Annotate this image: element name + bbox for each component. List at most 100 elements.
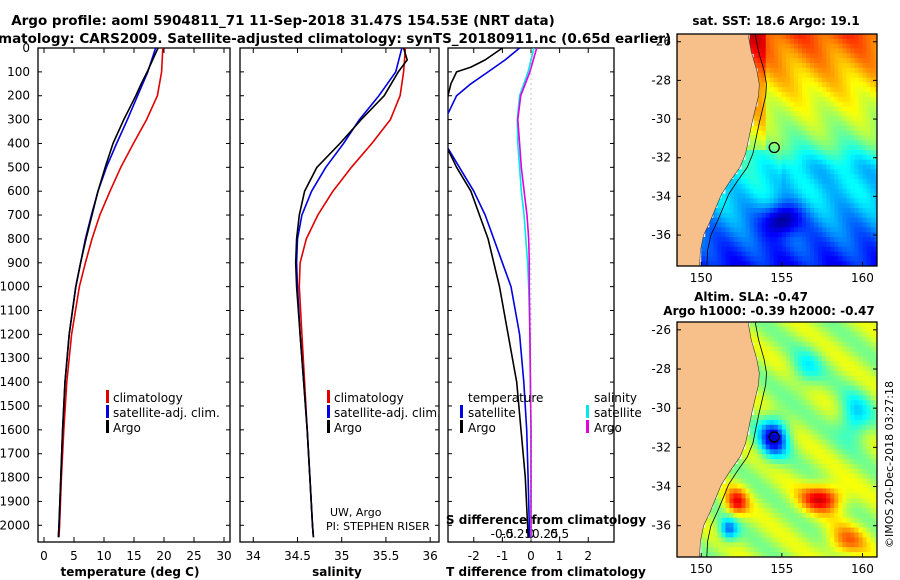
map-cell — [846, 154, 852, 161]
map-cell — [838, 164, 843, 170]
map-cell — [725, 508, 731, 514]
map-cell — [789, 488, 795, 494]
map-cell — [798, 385, 803, 392]
map-cell — [789, 464, 795, 470]
map-cell — [858, 145, 864, 151]
map-cell — [818, 121, 823, 127]
map-cell — [798, 87, 803, 93]
map-cell — [866, 53, 872, 59]
map-cell — [870, 390, 876, 396]
map-cell — [826, 246, 831, 253]
map-cell — [729, 483, 735, 490]
map-cell — [793, 356, 799, 362]
map-cell — [810, 498, 815, 504]
map-cell — [765, 227, 771, 233]
diff-line-temperature-satellite — [448, 48, 531, 538]
map-cell — [858, 150, 864, 156]
map-cell — [717, 251, 722, 257]
map-cell — [826, 336, 831, 343]
map-cell — [830, 92, 835, 98]
map-cell — [761, 439, 767, 445]
map-cell — [818, 232, 823, 238]
map-cell — [818, 473, 823, 480]
map-cell — [874, 241, 877, 248]
map-cell — [870, 101, 876, 108]
map-cell — [749, 464, 755, 470]
s-diff-tick-label: -0.5 — [491, 527, 514, 541]
map-cell — [785, 232, 791, 238]
map-cell — [737, 188, 743, 195]
map-cell — [769, 251, 775, 257]
map-cell — [870, 488, 876, 494]
map-cell — [769, 522, 775, 529]
map-cell — [737, 488, 743, 494]
map-cell — [866, 322, 872, 328]
map-cell — [842, 256, 847, 262]
map-cell — [781, 222, 787, 228]
map-cell — [761, 478, 767, 485]
map-cell — [870, 82, 876, 88]
map-cell — [709, 512, 714, 519]
map-cell — [854, 203, 860, 209]
map-cell — [793, 464, 799, 470]
map-lat-label: -28 — [651, 362, 671, 376]
map-cell — [761, 159, 767, 166]
map-cell — [830, 203, 835, 209]
map-cell — [838, 82, 843, 88]
map-cell — [773, 444, 779, 450]
map-cell — [822, 256, 827, 262]
x-tick-label: 34 — [246, 549, 261, 563]
map-cell — [850, 385, 856, 392]
map-cell — [854, 346, 860, 352]
map-cell — [729, 508, 735, 514]
map-cell — [850, 351, 856, 357]
map-cell — [773, 34, 779, 40]
map-cell — [785, 208, 791, 214]
map-cell — [822, 251, 827, 257]
map-cell — [862, 130, 868, 137]
map-cell — [846, 508, 852, 514]
map-cell — [802, 326, 807, 333]
map-cell — [761, 444, 767, 450]
argo-position-marker — [768, 141, 780, 154]
map-cell — [858, 439, 864, 445]
map-cell — [749, 331, 755, 338]
map-cell — [769, 241, 775, 248]
map-cell — [802, 101, 807, 108]
map-cell — [862, 346, 868, 352]
map-cell — [705, 227, 710, 233]
map-cell — [709, 222, 714, 228]
map-cell — [874, 106, 877, 112]
map-cell — [761, 547, 767, 553]
map-cell — [826, 400, 831, 406]
map-cell — [834, 395, 839, 401]
map-cell — [793, 351, 799, 357]
map-cell — [830, 198, 835, 204]
map-cell — [830, 390, 835, 396]
map-cell — [842, 38, 847, 45]
map-cell — [862, 419, 868, 426]
map-cell — [814, 346, 819, 352]
map-cell — [769, 336, 775, 343]
map-cell — [765, 512, 771, 519]
map-cell — [834, 322, 839, 328]
x-tick-label: 0 — [527, 549, 535, 563]
map-cell — [846, 493, 852, 499]
map-cell — [773, 434, 779, 441]
map-cell — [802, 67, 807, 74]
map-cell — [866, 179, 872, 185]
map-cell — [793, 547, 799, 553]
map-cell — [830, 424, 835, 431]
map-cell — [810, 532, 815, 538]
map-cell — [737, 217, 743, 224]
map-cell — [830, 222, 835, 228]
map-cell — [850, 227, 856, 233]
map-cell — [846, 34, 852, 40]
map-cell — [862, 375, 868, 382]
map-cell — [737, 179, 743, 185]
map-cell — [781, 154, 787, 161]
x-tick-label: -2 — [468, 549, 480, 563]
map-cell — [749, 43, 755, 50]
map-cell — [810, 517, 815, 524]
map-cell — [765, 493, 771, 499]
